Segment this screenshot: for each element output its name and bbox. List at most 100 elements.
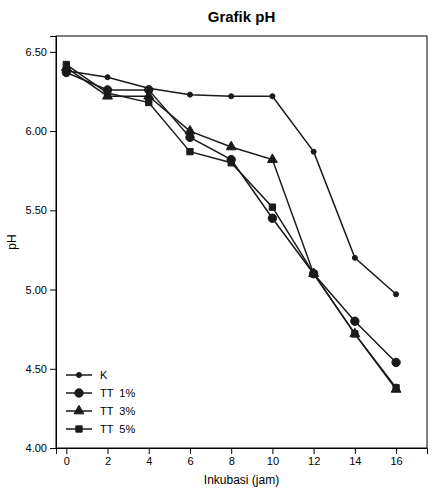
series-marker bbox=[352, 255, 357, 260]
y-tick-label: 4.50 bbox=[26, 363, 47, 375]
x-tick-label: 6 bbox=[187, 455, 193, 467]
x-tick-label: 2 bbox=[105, 455, 111, 467]
series-line bbox=[66, 72, 396, 362]
y-axis: 4.00 4.50 5.00 5.50 6.00 6.50 bbox=[26, 37, 57, 455]
x-tick: 14 bbox=[349, 448, 361, 467]
legend-swatch-marker bbox=[76, 426, 82, 432]
y-tick-mark bbox=[50, 290, 56, 291]
series bbox=[63, 61, 399, 391]
legend-item: TT 5% bbox=[66, 423, 135, 435]
plot-frame bbox=[56, 36, 427, 448]
y-tick-mark bbox=[50, 52, 56, 53]
x-tick: 8 bbox=[229, 448, 235, 467]
series-marker bbox=[61, 62, 71, 71]
series-marker bbox=[187, 92, 192, 97]
y-tick-label: 6.00 bbox=[26, 125, 47, 137]
x-tick: 10 bbox=[267, 448, 279, 467]
x-axis-title: Inkubasi (jam) bbox=[204, 473, 279, 487]
legend: K TT 1% TT 3% TT 5% bbox=[66, 369, 135, 435]
x-tick-mark bbox=[108, 448, 109, 454]
x-tick-mark bbox=[355, 448, 356, 454]
series-marker bbox=[268, 214, 276, 222]
legend-swatch-marker bbox=[76, 372, 81, 377]
x-tick: 12 bbox=[308, 448, 320, 467]
series-marker bbox=[186, 133, 194, 141]
y-tick-label: 5.00 bbox=[26, 284, 47, 296]
x-tick: 2 bbox=[105, 448, 111, 467]
series-marker bbox=[187, 149, 193, 155]
legend-item: TT 1% bbox=[66, 387, 135, 399]
y-tick-mark bbox=[50, 369, 56, 370]
x-tick: 0 bbox=[64, 448, 70, 467]
x-tick-label: 0 bbox=[64, 455, 70, 467]
x-tick-label: 12 bbox=[308, 455, 320, 467]
legend-swatch-marker bbox=[74, 405, 84, 414]
x-tick-mark bbox=[314, 448, 315, 454]
series-marker bbox=[310, 271, 316, 277]
series-marker bbox=[270, 94, 275, 99]
series-marker bbox=[104, 90, 110, 96]
y-tick: 6.00 bbox=[26, 125, 56, 137]
x-tick-mark bbox=[396, 448, 397, 454]
chart-title: Grafik pH bbox=[208, 8, 276, 25]
series-marker bbox=[105, 75, 110, 80]
x-tick: 16 bbox=[390, 448, 402, 467]
x-tick-mark bbox=[66, 448, 67, 454]
legend-swatch-marker bbox=[75, 389, 83, 397]
x-axis: 0 2 4 6 8 10 12 14 16 bbox=[57, 448, 428, 467]
series-marker bbox=[269, 204, 275, 210]
series-marker bbox=[392, 358, 400, 366]
series bbox=[61, 62, 401, 392]
y-tick: 5.00 bbox=[26, 284, 56, 296]
series-marker bbox=[226, 141, 236, 150]
series-marker bbox=[144, 91, 154, 100]
series-marker bbox=[394, 292, 399, 297]
y-tick-label: 5.50 bbox=[26, 204, 47, 216]
marks bbox=[61, 61, 401, 392]
legend-label: TT 1% bbox=[100, 387, 135, 399]
y-tick-label: 4.00 bbox=[26, 442, 47, 454]
x-tick-label: 8 bbox=[229, 455, 235, 467]
series-marker bbox=[63, 61, 69, 67]
series-marker bbox=[352, 331, 358, 337]
series-marker bbox=[393, 385, 399, 391]
y-axis-line bbox=[50, 37, 57, 449]
y-tick-label: 6.50 bbox=[26, 46, 47, 58]
series-line bbox=[66, 68, 396, 390]
x-tick-mark bbox=[149, 448, 150, 454]
x-tick-mark bbox=[190, 448, 191, 454]
series-line bbox=[66, 65, 396, 388]
legend-label: K bbox=[100, 369, 108, 381]
y-tick: 6.50 bbox=[26, 46, 56, 58]
y-tick-mark bbox=[50, 448, 56, 449]
legend-label: TT 5% bbox=[100, 423, 135, 435]
series-marker bbox=[311, 149, 316, 154]
series-marker bbox=[103, 91, 113, 100]
legend-item: K bbox=[66, 369, 108, 381]
y-axis-title: pH bbox=[5, 234, 19, 249]
series-marker bbox=[267, 154, 277, 163]
legend-label: TT 3% bbox=[100, 405, 135, 417]
x-tick: 6 bbox=[187, 448, 193, 467]
series bbox=[64, 68, 399, 296]
y-tick: 5.50 bbox=[26, 204, 56, 216]
series-marker bbox=[351, 317, 359, 325]
series-marker bbox=[228, 160, 234, 166]
series-marker bbox=[309, 270, 317, 278]
x-tick-mark bbox=[231, 448, 232, 454]
x-tick-label: 4 bbox=[146, 455, 152, 467]
series-marker bbox=[146, 99, 152, 105]
legend-item: TT 3% bbox=[66, 405, 135, 417]
y-tick: 4.00 bbox=[26, 442, 56, 454]
y-tick-mark bbox=[50, 131, 56, 132]
series-marker bbox=[185, 125, 195, 134]
series-marker bbox=[229, 94, 234, 99]
x-tick-label: 14 bbox=[349, 455, 361, 467]
x-tick-label: 16 bbox=[390, 455, 402, 467]
x-tick-label: 10 bbox=[267, 455, 279, 467]
x-axis-line bbox=[57, 449, 428, 455]
y-tick: 4.50 bbox=[26, 363, 56, 375]
series bbox=[62, 68, 400, 366]
chart: 0 2 4 6 8 10 12 14 16 4.00 4.50 5.00 5.50 6.00 6.50 K TT… bbox=[0, 0, 445, 496]
plot: 0 2 4 6 8 10 12 14 16 4.00 4.50 5.00 5.50 6.00 6.50 K TT… bbox=[26, 36, 428, 467]
